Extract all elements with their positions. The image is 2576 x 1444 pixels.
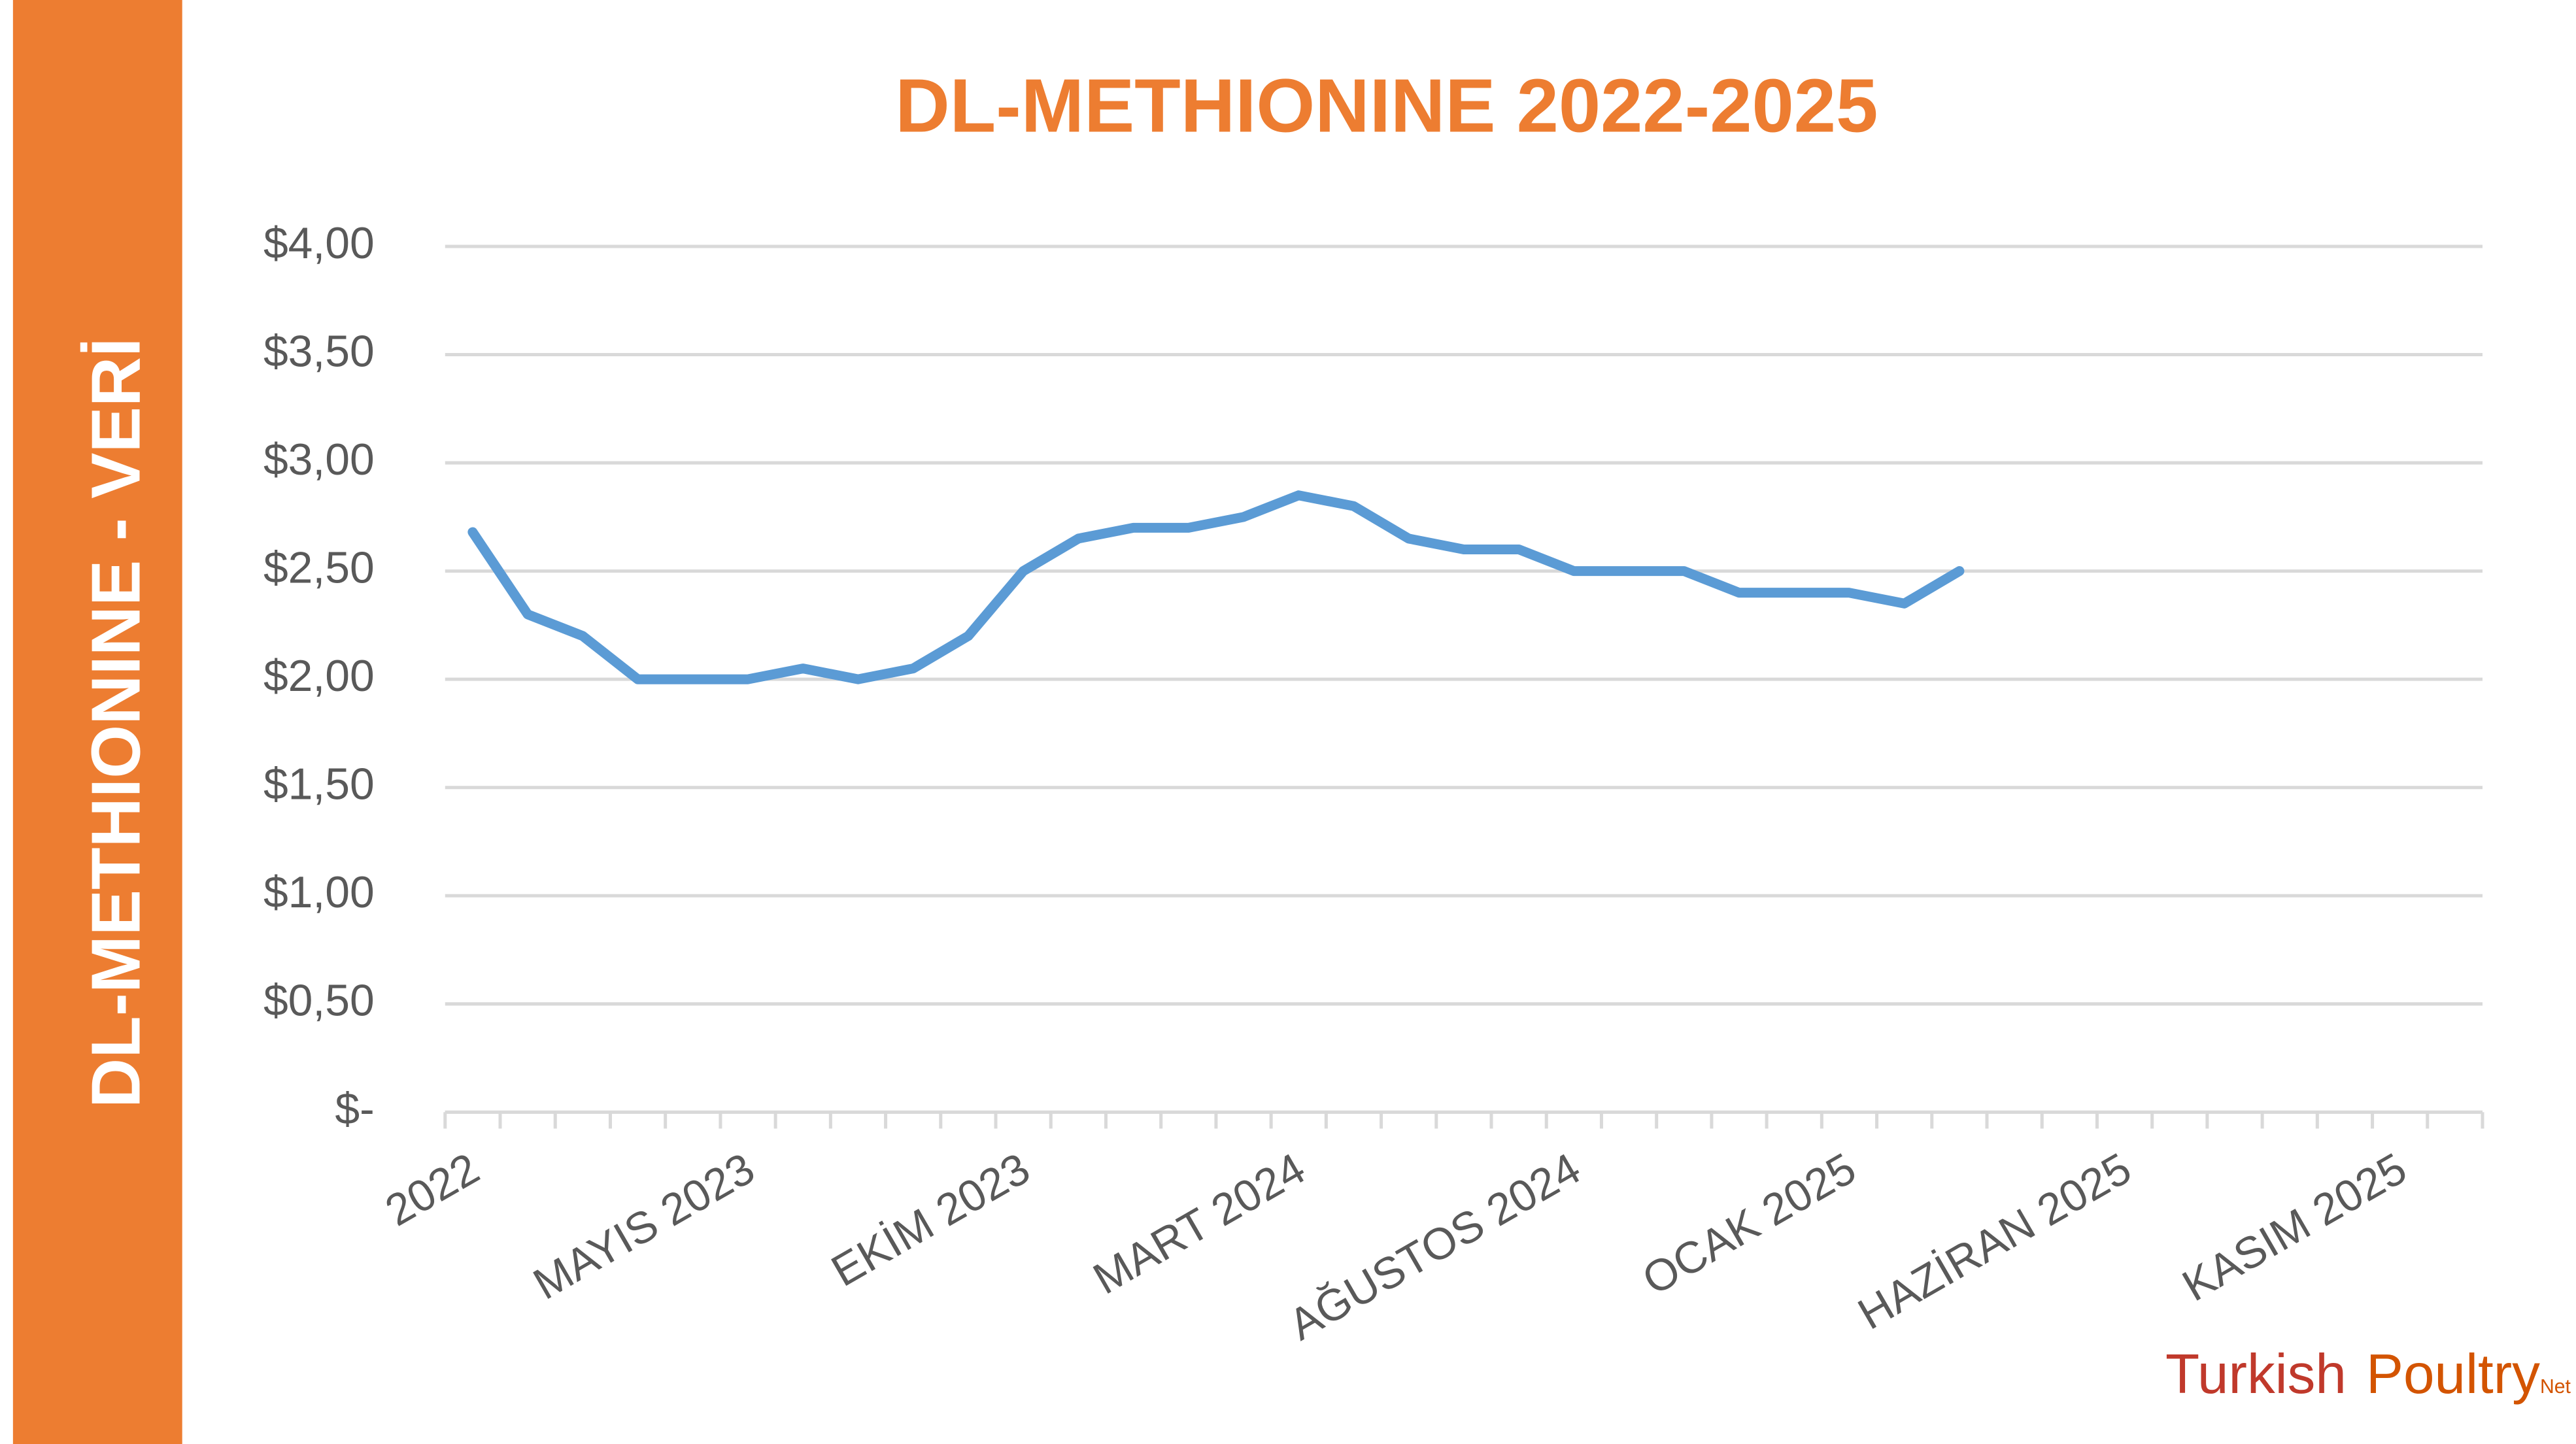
x-tick-label: AĞUSTOS 2024: [1281, 1144, 1589, 1350]
logo-word: Poultry: [2366, 1343, 2540, 1405]
y-tick-label: $0,50: [263, 977, 375, 1026]
data-line: [467, 490, 1965, 684]
y-tick-label: $2,50: [263, 544, 375, 593]
y-tick-label: $4,00: [263, 219, 375, 268]
logo-word: Net: [2540, 1376, 2571, 1398]
x-tick-label: HAZİRAN 2025: [1850, 1144, 2139, 1339]
x-tick-label: EKİM 2023: [824, 1144, 1038, 1296]
y-tick-label: $2,00: [263, 652, 375, 701]
x-tick-label: MART 2024: [1085, 1144, 1313, 1304]
chart-title: DL-METHIONINE 2022-2025: [895, 63, 1878, 148]
x-tick-label: KASIM 2025: [2175, 1144, 2415, 1311]
y-tick-label: $3,00: [263, 435, 375, 484]
y-tick-label: $3,50: [263, 327, 375, 376]
y-tick-label: $-: [335, 1084, 374, 1133]
y-tick-label: $1,50: [263, 760, 375, 809]
logo-word: Turkish: [2165, 1343, 2347, 1405]
x-tick-label: 2022: [377, 1144, 487, 1235]
logo: Turkish PoultryNet: [2165, 1343, 2571, 1405]
x-tick-label: OCAK 2025: [1635, 1144, 1864, 1305]
sidebar-title: DL-METHIONINE - VERİ: [78, 338, 155, 1108]
x-tick-label: MAYIS 2023: [526, 1144, 763, 1309]
y-tick-label: $1,00: [263, 868, 375, 917]
sidebar-band: [12, 0, 182, 1444]
